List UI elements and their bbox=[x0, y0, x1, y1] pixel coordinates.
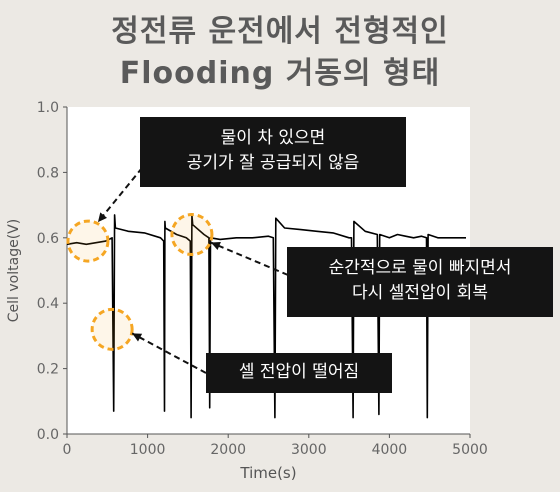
x-axis-label: Time(s) bbox=[239, 464, 296, 482]
highlight-circle-drop bbox=[90, 307, 134, 351]
highlight-circle-recovery bbox=[170, 213, 214, 257]
y-tick-label: 0.4 bbox=[37, 296, 59, 312]
y-tick-label: 0.6 bbox=[37, 231, 59, 247]
voltage-series-line bbox=[66, 214, 466, 419]
y-axis-label: Cell voltage(V) bbox=[6, 219, 22, 322]
x-tick-label: 4000 bbox=[372, 442, 408, 458]
x-tick-label: 1000 bbox=[130, 442, 166, 458]
y-tick-label: 0.8 bbox=[37, 165, 59, 181]
y-tick-label: 1.0 bbox=[37, 100, 59, 116]
callout-recovery: 순간적으로 물이 빠지면서 다시 셀전압이 회복 bbox=[287, 247, 553, 317]
callout-recovery-line1: 순간적으로 물이 빠지면서 bbox=[328, 258, 512, 278]
arrow-to-drop-head bbox=[132, 333, 143, 342]
callout-drop: 셀 전압이 떨어짐 bbox=[206, 353, 392, 393]
arrow-to-flooding-head bbox=[97, 212, 108, 223]
arrow-to-flooding bbox=[97, 167, 143, 223]
callout-flooding-line1: 물이 차 있으면 bbox=[220, 128, 326, 148]
x-tick-label: 5000 bbox=[452, 442, 488, 458]
title-line-2: Flooding 거동의 형태 bbox=[119, 56, 441, 91]
x-tick-label: 2000 bbox=[210, 442, 246, 458]
x-tick-label: 0 bbox=[63, 442, 72, 458]
y-tick-label: 0.2 bbox=[37, 362, 59, 378]
callout-recovery-line2: 다시 셀전압이 회복 bbox=[352, 283, 488, 303]
title-line-1: 정전류 운전에서 전형적인 bbox=[111, 14, 449, 49]
x-tick-label: 3000 bbox=[291, 442, 327, 458]
arrow-to-recovery-head bbox=[210, 242, 221, 251]
callout-flooding: 물이 차 있으면 공기가 잘 공급되지 않음 bbox=[140, 117, 406, 187]
highlight-circle-flooding bbox=[66, 219, 110, 263]
callout-drop-line1: 셀 전압이 떨어짐 bbox=[238, 362, 360, 382]
arrow-to-recovery bbox=[210, 241, 289, 276]
arrow-to-drop bbox=[131, 332, 207, 374]
callout-flooding-line2: 공기가 잘 공급되지 않음 bbox=[186, 153, 360, 173]
y-tick-label: 0.0 bbox=[37, 427, 59, 443]
